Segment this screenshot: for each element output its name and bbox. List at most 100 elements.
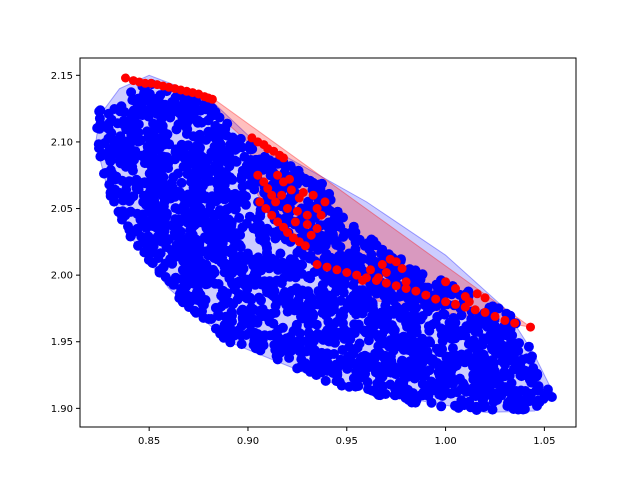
blue-point	[468, 374, 479, 385]
blue-point	[532, 395, 543, 406]
red-point	[490, 311, 500, 321]
y-tick-label: 2.05	[51, 204, 73, 215]
blue-point	[203, 267, 214, 278]
blue-point	[164, 186, 175, 197]
red-point	[286, 185, 296, 195]
blue-point	[308, 309, 319, 320]
blue-point	[149, 134, 160, 145]
blue-point	[484, 366, 495, 377]
blue-point	[142, 141, 153, 152]
blue-point	[293, 294, 304, 305]
blue-point	[338, 287, 349, 298]
blue-point	[284, 296, 295, 307]
red-point	[312, 204, 322, 213]
blue-point	[225, 172, 236, 183]
blue-point	[378, 285, 389, 296]
blue-point	[499, 371, 510, 382]
blue-point	[239, 151, 250, 162]
blue-point	[201, 176, 212, 187]
red-point	[207, 94, 217, 104]
blue-point	[229, 330, 240, 341]
blue-point	[433, 377, 444, 388]
red-point	[292, 206, 302, 216]
blue-point	[475, 340, 486, 351]
blue-point	[139, 96, 149, 107]
blue-point	[173, 204, 184, 215]
x-tick-label: 1.00	[434, 436, 456, 447]
blue-point	[187, 222, 198, 233]
y-tick-label: 1.90	[51, 404, 73, 415]
blue-point	[497, 341, 507, 352]
blue-point	[220, 298, 231, 309]
blue-point	[255, 220, 265, 231]
y-axis: 1.90 1.95 2.00 2.05 2.10 2.15	[51, 71, 80, 415]
blue-point	[214, 205, 225, 216]
blue-point	[290, 272, 301, 283]
red-point	[352, 270, 362, 280]
blue-point	[172, 251, 183, 262]
blue-point	[400, 302, 411, 313]
blue-point	[424, 337, 435, 348]
blue-point	[363, 384, 374, 395]
red-point	[267, 210, 277, 220]
blue-point	[220, 258, 231, 269]
blue-point	[397, 334, 408, 345]
blue-point	[330, 337, 340, 348]
red-point	[279, 153, 288, 163]
blue-point	[487, 404, 498, 415]
blue-point	[292, 336, 303, 347]
blue-point	[330, 256, 341, 267]
red-point	[472, 289, 482, 299]
blue-point	[252, 329, 263, 340]
blue-point	[521, 353, 532, 364]
blue-point	[126, 87, 137, 98]
blue-point	[264, 155, 275, 166]
blue-point	[275, 348, 285, 358]
blue-point	[147, 165, 158, 176]
blue-point	[139, 247, 150, 258]
blue-point	[275, 248, 286, 259]
blue-point	[287, 258, 298, 269]
blue-point	[185, 296, 196, 307]
blue-point	[353, 252, 364, 263]
red-point	[500, 315, 510, 325]
blue-point	[480, 386, 491, 397]
blue-point	[175, 233, 186, 244]
blue-point	[262, 312, 273, 323]
blue-point	[154, 265, 165, 276]
blue-point	[387, 362, 398, 373]
blue-point	[210, 278, 221, 289]
blue-point	[291, 319, 302, 330]
blue-point	[218, 149, 229, 160]
blue-point	[99, 138, 110, 149]
blue-point	[272, 158, 283, 169]
blue-point	[151, 108, 162, 119]
blue-point	[140, 154, 151, 165]
red-point	[267, 190, 277, 200]
blue-point	[433, 367, 444, 378]
blue-point	[147, 150, 158, 161]
blue-point	[489, 378, 500, 389]
blue-point	[230, 204, 241, 215]
blue-point	[124, 196, 135, 206]
blue-point	[227, 246, 238, 257]
blue-point	[487, 301, 498, 312]
blue-point	[214, 112, 225, 123]
red-point	[381, 278, 391, 288]
blue-point	[244, 328, 254, 339]
blue-point	[289, 305, 300, 316]
blue-point	[417, 333, 428, 344]
blue-point	[426, 376, 437, 387]
red-series-points	[121, 73, 535, 332]
blue-point	[431, 343, 442, 354]
blue-point	[227, 268, 238, 278]
blue-point	[467, 335, 478, 346]
blue-point	[220, 213, 231, 224]
blue-point	[265, 330, 276, 341]
blue-point	[278, 273, 289, 283]
red-point	[306, 230, 316, 240]
blue-point	[446, 333, 457, 344]
blue-point	[318, 334, 329, 345]
blue-point	[305, 331, 316, 342]
red-point	[342, 268, 352, 277]
